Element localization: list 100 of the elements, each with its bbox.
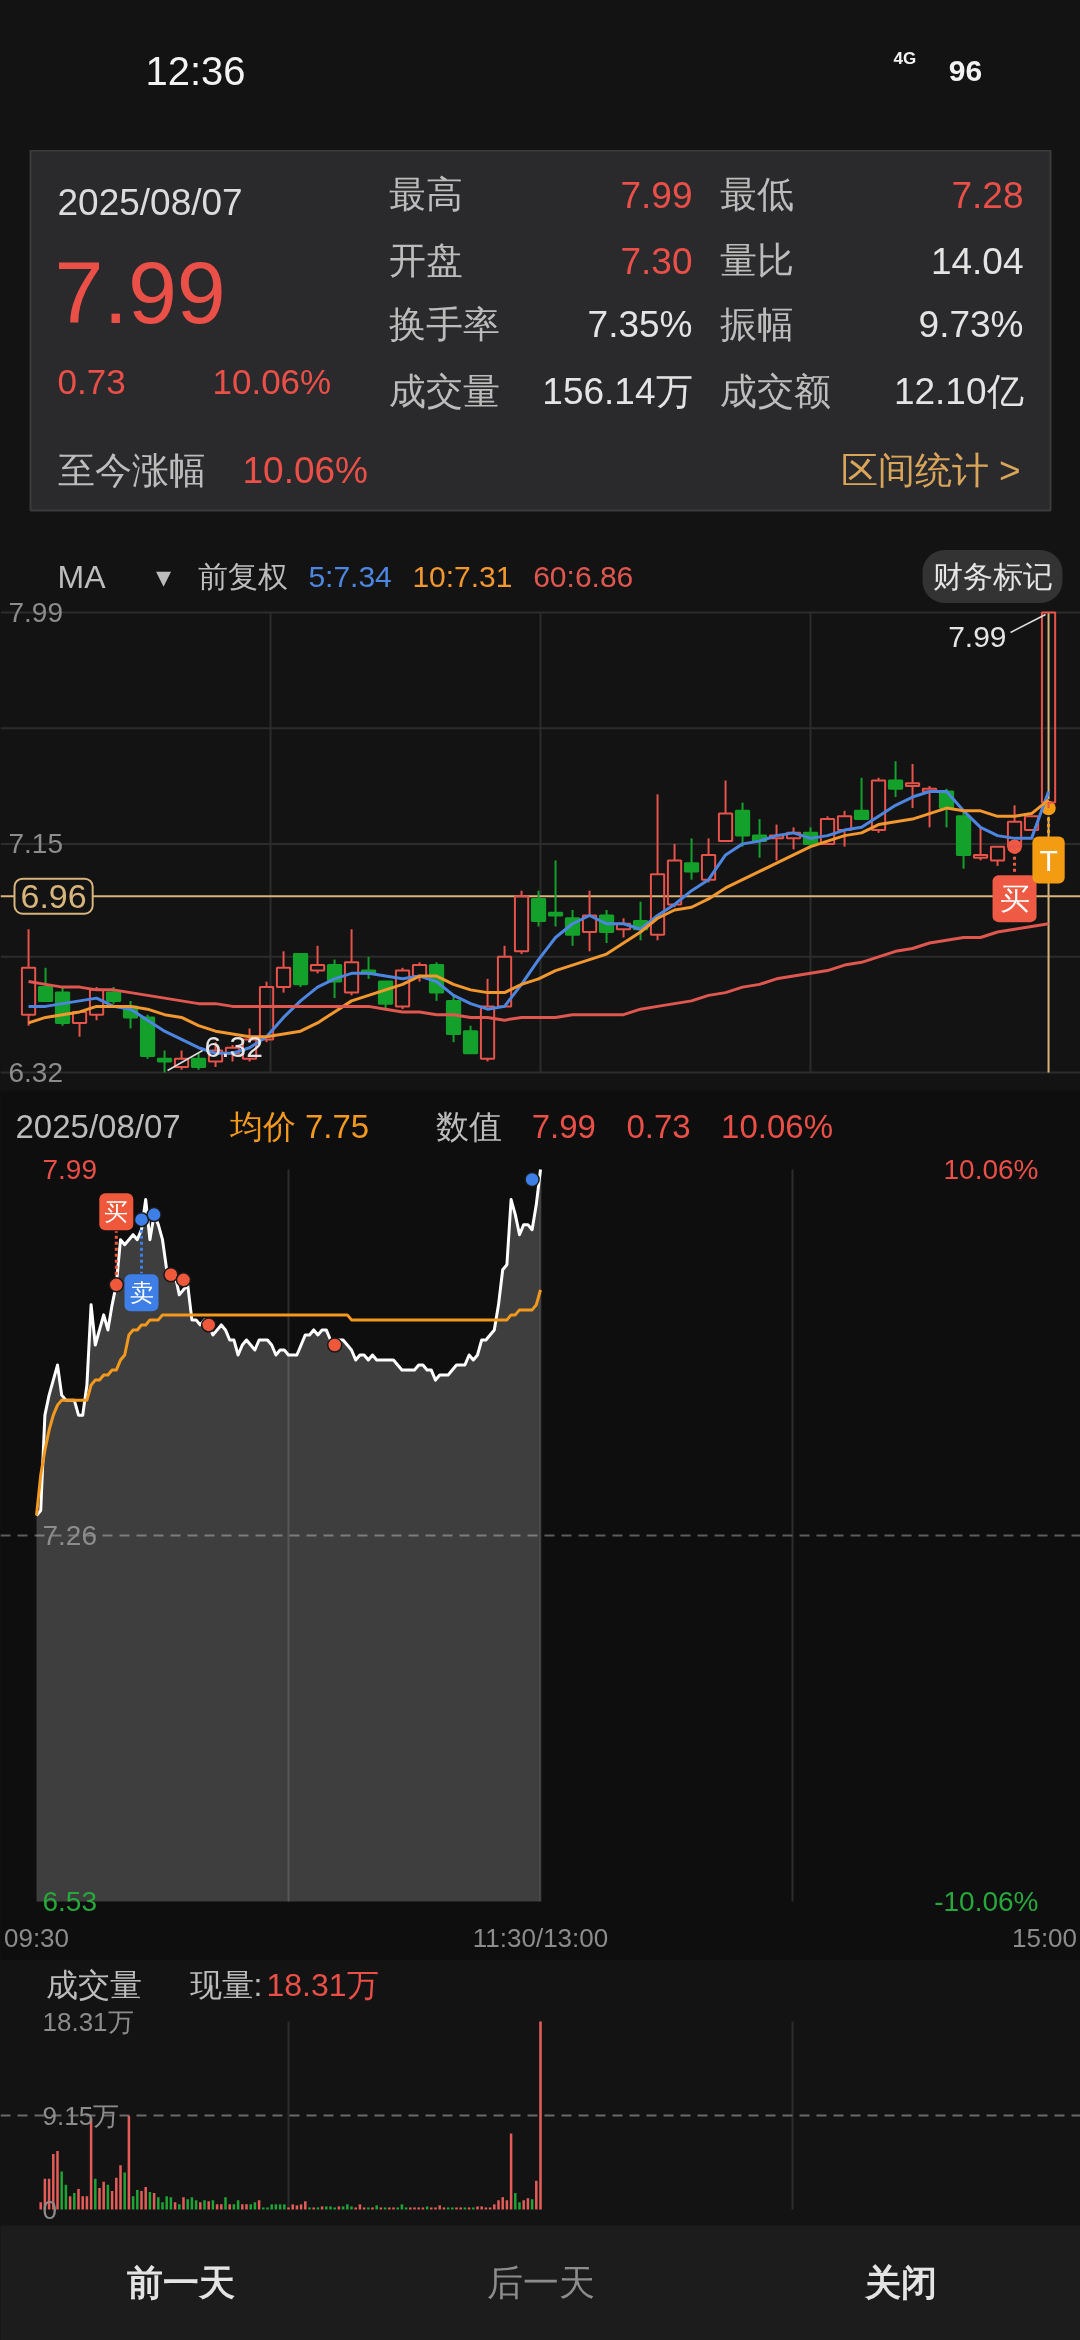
text: 成交量 <box>388 371 500 412</box>
text: 10.06% <box>721 1108 834 1145</box>
bar <box>446 2207 450 2210</box>
bar <box>123 2172 126 2210</box>
bar <box>329 2206 332 2210</box>
bar <box>333 2207 336 2210</box>
bar <box>388 2207 391 2210</box>
y-tick-label: 9.15万 <box>42 2100 120 2131</box>
text: 2025/08/07 <box>57 182 243 223</box>
annotation: 买 <box>104 1198 129 1226</box>
text: 成交额 <box>719 371 831 412</box>
text: 10.06% <box>212 362 332 401</box>
bar <box>367 2207 370 2210</box>
bar <box>480 2206 483 2210</box>
bar <box>488 2207 492 2210</box>
bar <box>522 2200 525 2210</box>
bar <box>249 2204 252 2210</box>
bar <box>383 2207 387 2210</box>
point <box>175 1272 192 1288</box>
candlestick <box>581 889 598 953</box>
bar <box>379 2207 383 2210</box>
text: 量比 <box>719 240 794 281</box>
bar <box>56 2150 59 2210</box>
bar <box>165 2196 168 2210</box>
text: 60:6.86 <box>533 560 634 593</box>
text: 现量: <box>189 1966 263 2003</box>
y-tick-label: 7.99 <box>8 597 63 628</box>
text: 均价 7.75 <box>228 1108 370 1145</box>
bar <box>119 2165 122 2210</box>
bar <box>501 2197 504 2210</box>
text: 7.35% <box>587 304 693 345</box>
bar <box>136 2189 139 2210</box>
bar <box>77 2188 80 2210</box>
bar <box>102 2181 105 2210</box>
text: 前复权 <box>198 560 289 593</box>
bar <box>199 2202 202 2210</box>
text: 数值 <box>435 1108 502 1145</box>
y-tick-label: 18.31万 <box>42 2006 134 2037</box>
bar <box>493 2204 496 2210</box>
bar <box>371 2207 374 2210</box>
y-tick-label: 6.32 <box>8 1057 63 1088</box>
y2-tick-label: -10.06% <box>934 1886 1039 1917</box>
bar <box>497 2200 500 2210</box>
bar <box>228 2204 231 2210</box>
text: 最高 <box>388 174 463 215</box>
bar <box>467 2207 471 2210</box>
text: 振幅 <box>719 304 794 345</box>
text: 区间统计 > <box>840 450 1021 491</box>
bar <box>459 2207 462 2210</box>
text: 4G <box>893 49 917 68</box>
x-tick-label: 11:30/13:00 <box>472 1922 609 1953</box>
bar <box>283 2204 286 2210</box>
bar <box>203 2200 206 2210</box>
bar <box>341 2206 345 2210</box>
text: 7.99 <box>531 1108 596 1145</box>
bar <box>262 2207 265 2210</box>
bar <box>451 2207 454 2210</box>
bar <box>274 2204 278 2210</box>
text: 96 <box>948 53 983 87</box>
bar <box>270 2204 273 2210</box>
bar <box>182 2197 185 2210</box>
text: 18.31万 <box>266 1966 379 2003</box>
point <box>146 1206 162 1223</box>
text: 前一天 <box>126 2262 235 2303</box>
point <box>524 1171 540 1188</box>
bar <box>220 2204 223 2210</box>
bar <box>337 2206 341 2210</box>
bar <box>144 2186 147 2210</box>
bar <box>232 2204 236 2210</box>
bar <box>484 2207 488 2210</box>
bar <box>434 2207 437 2210</box>
bar <box>320 2206 324 2210</box>
bar <box>304 2201 307 2210</box>
bar <box>430 2207 433 2210</box>
y-tick-label: 7.15 <box>8 828 63 860</box>
text: 换手率 <box>388 304 500 345</box>
y-tick-label: 7.99 <box>42 1154 97 1185</box>
text: 10:7.31 <box>412 560 513 593</box>
bar <box>178 2204 181 2210</box>
point <box>133 1211 150 1228</box>
bar <box>472 2207 475 2210</box>
annotation: 买 <box>999 882 1030 916</box>
bar <box>400 2204 404 2210</box>
text: 后一天 <box>486 2262 595 2303</box>
bar <box>417 2207 420 2210</box>
annotation: T <box>1039 843 1058 877</box>
text: 10.06% <box>242 450 368 491</box>
bar <box>287 2207 290 2210</box>
x-tick-label: 15:00 <box>1011 1922 1078 1953</box>
bar <box>325 2206 328 2210</box>
bar <box>140 2191 143 2210</box>
candlestick <box>904 763 921 810</box>
text: 0.73 <box>57 361 126 401</box>
ref-line-label: 6.96 <box>20 876 87 915</box>
point <box>326 1337 343 1353</box>
bar <box>392 2207 395 2210</box>
bar <box>463 2207 467 2210</box>
bar <box>346 2204 349 2210</box>
bar <box>299 2204 303 2210</box>
bar <box>404 2207 408 2210</box>
